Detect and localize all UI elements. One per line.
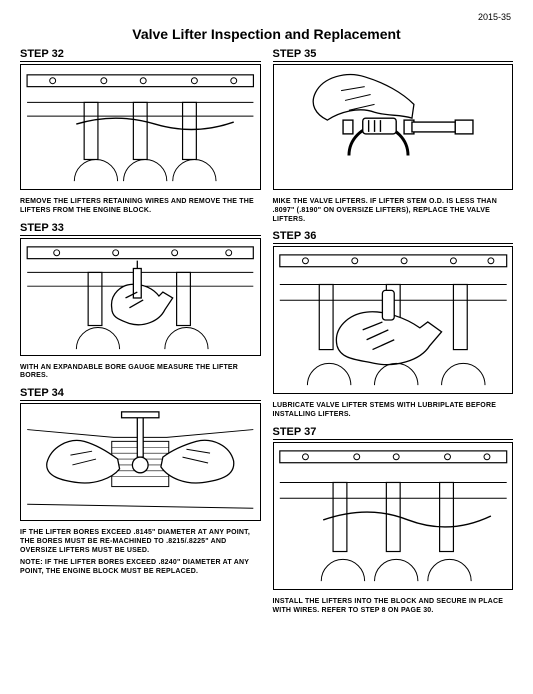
- step-33-illustration: [20, 238, 261, 356]
- step-caption: REMOVE THE LIFTERS RETAINING WIRES AND R…: [20, 198, 261, 216]
- step-32-illustration: [20, 64, 261, 190]
- left-column: STEP 32: [20, 48, 261, 621]
- page-number: 2015-35: [478, 12, 511, 22]
- step-36: STEP 36: [273, 230, 514, 420]
- step-label: STEP 37: [273, 426, 514, 440]
- right-column: STEP 35: [273, 48, 514, 621]
- step-caption: INSTALL THE LIFTERS INTO THE BLOCK AND S…: [273, 598, 514, 616]
- step-caption: LUBRICATE VALVE LIFTER STEMS WITH LUBRIP…: [273, 402, 514, 420]
- step-35-illustration: [273, 64, 514, 190]
- step-label: STEP 35: [273, 48, 514, 62]
- step-33: STEP 33: [20, 222, 261, 382]
- content-columns: STEP 32: [20, 48, 513, 621]
- step-35: STEP 35: [273, 48, 514, 224]
- step-caption: IF THE LIFTER BORES EXCEED .8145" DIAMET…: [20, 529, 261, 555]
- step-37-illustration: [273, 442, 514, 590]
- page-title: Valve Lifter Inspection and Replacement: [20, 26, 513, 42]
- step-34: STEP 34: [20, 387, 261, 577]
- step-note: NOTE: IF THE LIFTER BORES EXCEED .8240" …: [20, 559, 261, 577]
- step-37: STEP 37: [273, 426, 514, 616]
- step-label: STEP 33: [20, 222, 261, 236]
- step-34-illustration: [20, 403, 261, 521]
- step-label: STEP 32: [20, 48, 261, 62]
- step-caption: WITH AN EXPANDABLE BORE GAUGE MEASURE TH…: [20, 364, 261, 382]
- step-36-illustration: [273, 246, 514, 394]
- step-label: STEP 34: [20, 387, 261, 401]
- step-caption: MIKE THE VALVE LIFTERS. IF LIFTER STEM O…: [273, 198, 514, 224]
- step-label: STEP 36: [273, 230, 514, 244]
- step-32: STEP 32: [20, 48, 261, 216]
